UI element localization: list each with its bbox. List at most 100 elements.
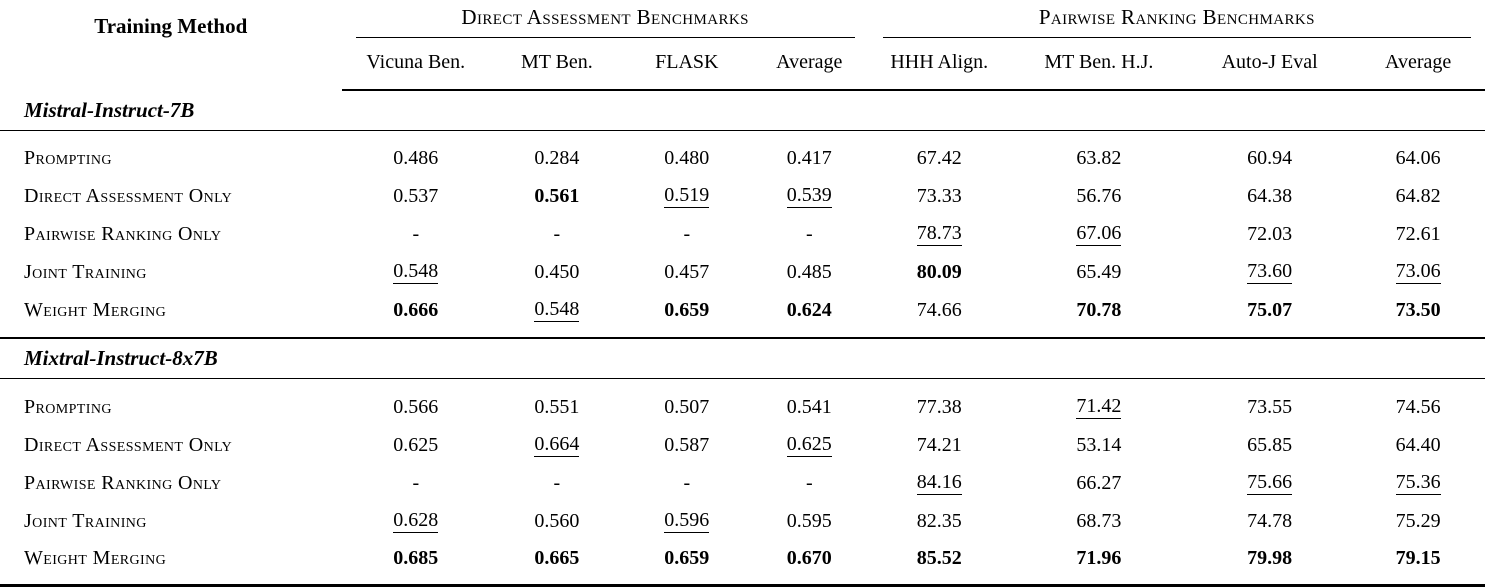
value-cell: 64.82 bbox=[1351, 177, 1485, 215]
value: 0.551 bbox=[534, 395, 580, 418]
section-title: Mistral-Instruct-7B bbox=[0, 90, 1485, 131]
value-cell: 0.537 bbox=[342, 177, 491, 215]
row-label: Prompting bbox=[24, 395, 112, 418]
column-header-pr-average: Average bbox=[1351, 38, 1485, 91]
value: 75.29 bbox=[1395, 509, 1441, 532]
value-cell: 75.36 bbox=[1351, 464, 1485, 502]
value-cell: 65.49 bbox=[1010, 253, 1188, 291]
value: 0.480 bbox=[664, 147, 710, 169]
value-cell: 0.548 bbox=[342, 253, 491, 291]
value-cell: 0.659 bbox=[623, 291, 750, 339]
value-best: 0.666 bbox=[393, 298, 439, 321]
value: 72.03 bbox=[1247, 222, 1293, 245]
value-second-best: 0.596 bbox=[664, 509, 710, 533]
value-cell: 0.450 bbox=[490, 253, 624, 291]
value-cell: 66.27 bbox=[1010, 464, 1188, 502]
value-cell: 0.566 bbox=[342, 379, 491, 427]
value-cell: 63.82 bbox=[1010, 131, 1188, 178]
value-cell: 0.551 bbox=[490, 379, 624, 427]
value-cell: 0.519 bbox=[624, 177, 750, 215]
value-second-best: 0.625 bbox=[786, 433, 832, 457]
value-cell: 56.76 bbox=[1010, 177, 1188, 215]
value-second-best: 84.16 bbox=[916, 471, 962, 495]
value-cell: 0.670 bbox=[750, 540, 869, 586]
row-label: Weight Merging bbox=[24, 547, 167, 569]
value-best: 0.561 bbox=[534, 184, 580, 207]
value-second-best: 75.36 bbox=[1395, 471, 1441, 495]
section-title: Mixtral-Instruct-8x7B bbox=[0, 338, 1485, 379]
value: 74.56 bbox=[1395, 395, 1441, 418]
value-cell: 74.21 bbox=[869, 426, 1010, 464]
group-header-row: Training Method Direct Assessment Benchm… bbox=[0, 0, 1485, 38]
table-row: Weight Merging 0.685 0.665 0.659 0.670 85.52 7… bbox=[0, 540, 1485, 586]
table-header: Training Method Direct Assessment Benchm… bbox=[0, 0, 1485, 91]
value-cell: - bbox=[342, 215, 491, 253]
table-row: Weight Merging 0.666 0.548 0.659 0.624 74.66 7… bbox=[0, 291, 1485, 339]
value-cell: 73.33 bbox=[869, 177, 1010, 215]
row-label: Pairwise Ranking Only bbox=[24, 471, 222, 494]
value-cell: 75.66 bbox=[1188, 464, 1351, 502]
group-header-pairwise-ranking: Pairwise Ranking Benchmarks bbox=[869, 0, 1485, 38]
value: - bbox=[805, 222, 813, 245]
value-cell: 0.625 bbox=[750, 426, 869, 464]
value-cell: 74.66 bbox=[868, 291, 1010, 339]
value-cell: 0.457 bbox=[624, 253, 750, 291]
value: 0.486 bbox=[393, 147, 439, 169]
value-cell: 0.664 bbox=[490, 426, 624, 464]
column-header-training-method: Training Method bbox=[94, 14, 248, 38]
value-cell: 0.628 bbox=[342, 502, 491, 540]
cmidrule-pairwise-ranking bbox=[882, 37, 1471, 38]
value-cell: 67.42 bbox=[869, 131, 1010, 178]
value-cell: 0.665 bbox=[490, 540, 624, 586]
value: 60.94 bbox=[1247, 147, 1293, 169]
table-row: Pairwise Ranking Only - - - - 78.73 67.06 72.03… bbox=[0, 215, 1485, 253]
value: - bbox=[683, 471, 691, 494]
table-row: Prompting 0.566 0.551 0.507 0.541 77.38 71.42 7… bbox=[0, 379, 1485, 427]
value: 64.40 bbox=[1395, 433, 1441, 456]
value: 66.27 bbox=[1076, 471, 1122, 494]
value-cell: 0.625 bbox=[342, 426, 491, 464]
column-header-flask: FLASK bbox=[623, 38, 750, 91]
value-cell: 0.507 bbox=[624, 379, 750, 427]
value-best: 80.09 bbox=[916, 260, 962, 283]
value-cell: - bbox=[342, 464, 491, 502]
value: 73.55 bbox=[1247, 395, 1293, 418]
column-header-mt-ben-hj: MT Ben. H.J. bbox=[1009, 38, 1188, 91]
value: - bbox=[683, 222, 691, 245]
value-cell: 53.14 bbox=[1010, 426, 1188, 464]
value: 74.66 bbox=[916, 298, 962, 321]
value-cell: 82.35 bbox=[869, 502, 1010, 540]
row-label: Joint Training bbox=[24, 509, 147, 532]
value: 0.560 bbox=[534, 509, 580, 532]
value: 68.73 bbox=[1076, 509, 1122, 532]
table-row: Joint Training 0.628 0.560 0.596 0.595 82.35 6… bbox=[0, 502, 1485, 540]
value-cell: 77.38 bbox=[869, 379, 1010, 427]
table-row: Joint Training 0.548 0.450 0.457 0.485 80.09 6… bbox=[0, 253, 1485, 291]
value-cell: - bbox=[750, 464, 869, 502]
value-second-best: 0.628 bbox=[393, 509, 439, 533]
value: - bbox=[553, 222, 561, 245]
value: 65.85 bbox=[1247, 433, 1293, 456]
row-label: Direct Assessment Only bbox=[24, 184, 233, 207]
row-label: Weight Merging bbox=[0, 291, 342, 339]
value-cell: 0.561 bbox=[490, 177, 624, 215]
value-cell: 0.486 bbox=[342, 131, 491, 178]
value-cell: 73.06 bbox=[1351, 253, 1485, 291]
value: - bbox=[412, 471, 420, 494]
value-second-best: 0.539 bbox=[786, 184, 832, 208]
value: 63.82 bbox=[1076, 147, 1122, 169]
value: 0.541 bbox=[786, 395, 832, 418]
cmidrule-direct-assessment bbox=[355, 37, 855, 38]
value-cell: 85.52 bbox=[869, 540, 1010, 586]
value-best: 70.78 bbox=[1076, 298, 1122, 321]
value: 0.284 bbox=[534, 147, 580, 169]
value-best: 79.98 bbox=[1247, 547, 1293, 569]
value-cell: 64.40 bbox=[1351, 426, 1485, 464]
value-cell: 0.659 bbox=[624, 540, 750, 586]
value-cell: 0.485 bbox=[750, 253, 869, 291]
value-second-best: 0.664 bbox=[534, 433, 580, 457]
value-cell: 0.685 bbox=[342, 540, 491, 586]
value-cell: - bbox=[750, 215, 869, 253]
value: - bbox=[805, 471, 813, 494]
